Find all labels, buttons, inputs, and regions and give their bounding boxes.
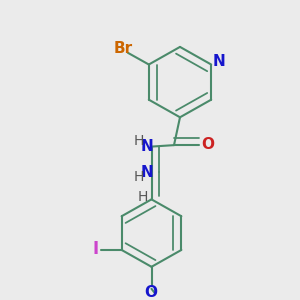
Text: H: H: [134, 134, 144, 148]
Text: N: N: [141, 166, 153, 181]
Text: O: O: [144, 285, 158, 300]
Text: O: O: [201, 137, 214, 152]
Text: H: H: [134, 170, 144, 184]
Text: N: N: [141, 139, 153, 154]
Text: Br: Br: [114, 41, 133, 56]
Text: N: N: [212, 54, 225, 69]
Text: H: H: [138, 190, 148, 204]
Text: I: I: [92, 240, 98, 258]
